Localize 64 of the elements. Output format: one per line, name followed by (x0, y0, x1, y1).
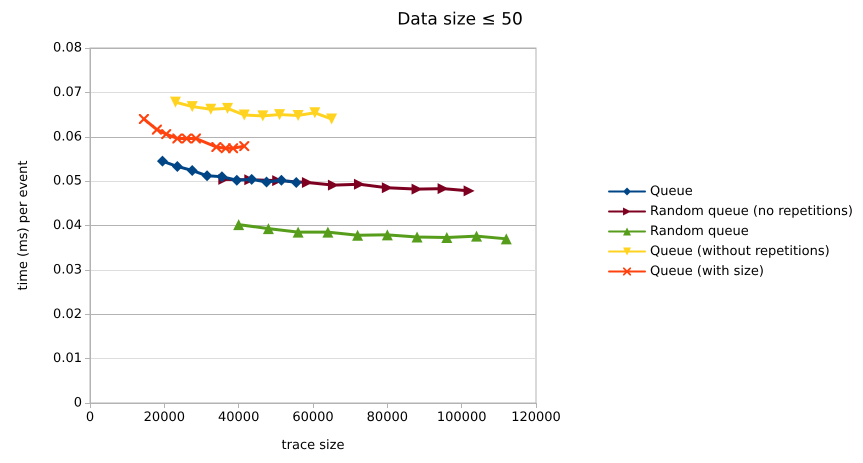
point (172, 134, 182, 144)
point (156, 156, 168, 167)
y-tick-label: 0.07 (53, 84, 82, 100)
x-tick-label: 80000 (366, 410, 408, 425)
y-tick-label: 0 (74, 396, 82, 410)
y-axis-title: time (ms) per event (16, 160, 31, 290)
point (382, 229, 393, 240)
point (170, 96, 181, 108)
y-tick-label: 0.02 (53, 306, 82, 322)
point (274, 109, 286, 120)
point (276, 174, 287, 186)
y-tick-label: 0.04 (53, 218, 82, 233)
point (354, 178, 365, 190)
point (152, 124, 162, 135)
point (292, 226, 304, 238)
point (231, 174, 242, 186)
y-tick-label: 0.05 (53, 174, 82, 189)
point (261, 176, 272, 188)
point (326, 114, 338, 124)
y-tick-label: 0.08 (53, 40, 82, 56)
point (228, 143, 238, 154)
point (216, 171, 228, 182)
point (352, 230, 364, 241)
point (202, 170, 213, 182)
point (161, 129, 172, 140)
x-tick-label: 60000 (292, 410, 334, 425)
point (464, 185, 475, 196)
x-tick-label: 100000 (436, 410, 486, 425)
x-tick-label: 120000 (511, 410, 561, 425)
point (186, 101, 198, 112)
chart-title: Data size ≤ 50 (397, 10, 523, 30)
point (211, 142, 222, 152)
legend-label: Queue (with size) (650, 264, 764, 279)
legend-label: Queue (without repetitions) (650, 244, 830, 259)
point (205, 104, 216, 115)
point (292, 110, 304, 121)
point (309, 107, 320, 118)
y-tick-label: 0.03 (53, 262, 82, 278)
legend-label: Random queue (650, 224, 749, 239)
legend-label: Random queue (no repetitions) (650, 204, 854, 219)
point (239, 141, 250, 152)
point (322, 226, 334, 238)
point (290, 176, 302, 188)
x-tick-label: 0 (86, 410, 94, 425)
x-tick-label: 40000 (218, 410, 260, 425)
point (262, 223, 274, 234)
point (233, 219, 244, 230)
point (257, 110, 268, 122)
point (182, 134, 192, 144)
point (222, 102, 234, 114)
point (412, 232, 423, 243)
x-tick-label: 20000 (144, 410, 186, 425)
point (186, 164, 198, 176)
legend-label: Queue (650, 184, 693, 199)
point (441, 232, 452, 243)
point (190, 134, 201, 144)
y-tick-label: 0.01 (53, 351, 82, 366)
x-axis-title: trace size (282, 438, 344, 453)
point (238, 110, 250, 121)
point (500, 233, 512, 244)
point (138, 114, 149, 124)
point (172, 160, 183, 172)
y-tick-label: 0.06 (53, 129, 82, 144)
point (471, 230, 482, 242)
